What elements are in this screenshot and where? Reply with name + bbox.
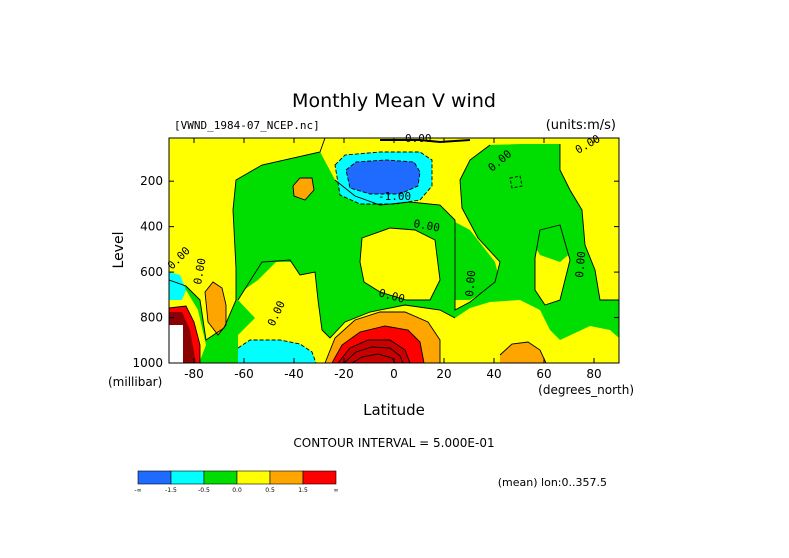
y-axis-label: Level [111, 232, 127, 269]
contour-label: 0.00 [191, 257, 208, 285]
contour-interval-text: CONTOUR INTERVAL = 5.000E-01 [293, 436, 494, 450]
chart-title: Monthly Mean V wind [292, 90, 496, 112]
y-axis: 200 400 600 800 1000 [132, 174, 619, 370]
fill-green-mid-left [236, 152, 355, 290]
colorbar-tick-label: 0.5 [265, 487, 275, 494]
contour-label: 0.00 [412, 217, 440, 234]
fill-green-upper-right [482, 144, 582, 262]
contour-label: -1.00 [378, 190, 411, 203]
colorbar-tick-label: ∞ [334, 487, 339, 494]
colorbar: -∞ -1.5 -0.5 0.0 0.5 1.5 ∞ [134, 470, 339, 494]
contour-label: 0.00 [573, 251, 588, 279]
y-tick-label: 1000 [132, 356, 163, 370]
x-tick-label: -40 [284, 367, 304, 381]
y-tick-label: 200 [140, 174, 163, 188]
fill-yellow-right [560, 138, 619, 300]
x-axis: -80 -60 -40 -20 0 20 40 60 80 [184, 138, 602, 381]
colorbar-tick-label: -1.5 [165, 487, 177, 494]
fill-orange-spot2 [205, 282, 226, 335]
x-axis-label: Latitude [363, 401, 425, 419]
colorbar-tick-label: 0.0 [232, 487, 242, 494]
y-axis-unit: (millibar) [108, 375, 162, 389]
fill-yellow-center [360, 228, 440, 300]
units-label: (units:m/s) [546, 118, 616, 133]
y-tick-label: 600 [140, 265, 163, 279]
fill-white-topography [169, 325, 183, 363]
fill-blue-jet [346, 160, 420, 194]
fill-orange-spot3 [500, 342, 546, 363]
contour-label: 0.00 [463, 270, 478, 298]
x-tick-label: 0 [390, 367, 398, 381]
fill-green-right-lower [455, 222, 500, 300]
fill-cyan-left-edge [169, 272, 186, 300]
fill-yellow-lower-mid [238, 260, 619, 363]
x-tick-label: -20 [334, 367, 354, 381]
footer-note: (mean) lon:0..357.5 [498, 476, 607, 489]
fill-cyan-lower-left [238, 340, 316, 363]
fill-orange-spot1 [293, 178, 314, 200]
fill-green-right-edge [575, 245, 619, 330]
colorbar-bin [302, 470, 337, 485]
x-tick-label: 40 [486, 367, 501, 381]
contour-lines [169, 138, 619, 363]
dataset-label: [VWND_1984-07_NCEP.nc] [174, 119, 320, 132]
contour-label: 0.00 [405, 132, 432, 145]
x-tick-label: -60 [234, 367, 254, 381]
colorbar-bin [236, 470, 271, 485]
x-tick-label: -80 [184, 367, 204, 381]
colorbar-tick-label: -∞ [134, 487, 141, 494]
x-tick-label: 60 [536, 367, 551, 381]
y-tick-label: 800 [140, 311, 163, 325]
colorbar-bin [203, 470, 238, 485]
colorbar-tick-label: 1.5 [298, 487, 308, 494]
x-axis-unit: (degrees_north) [538, 383, 634, 397]
contour-fills [169, 138, 619, 363]
colorbar-bin [269, 470, 304, 485]
colorbar-bin [170, 470, 205, 485]
colorbar-bin [137, 470, 172, 485]
colorbar-tick-label: -0.5 [198, 487, 210, 494]
x-tick-label: 20 [436, 367, 451, 381]
y-tick-label: 400 [140, 220, 163, 234]
x-tick-label: 80 [586, 367, 601, 381]
